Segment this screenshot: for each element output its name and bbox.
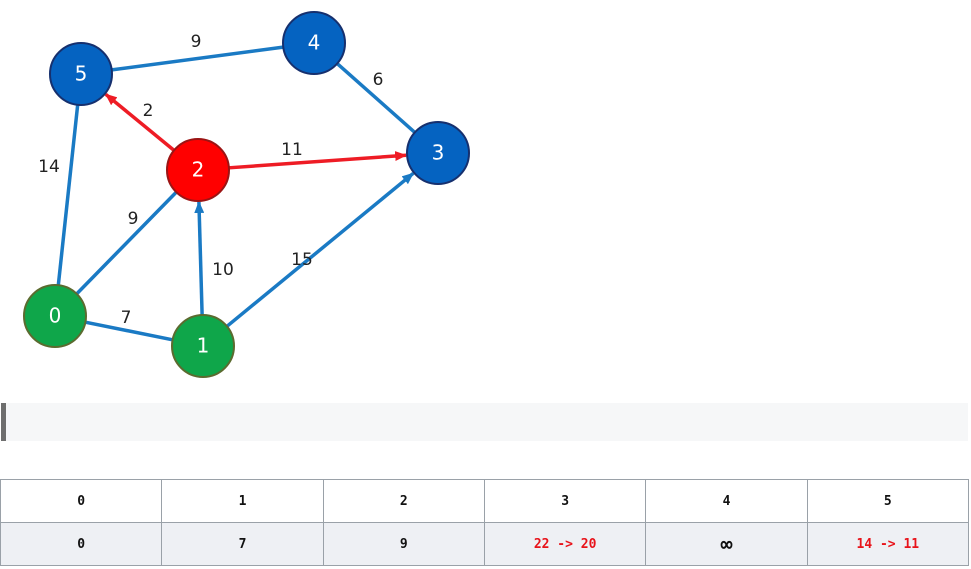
table-header-cell: 3	[483, 479, 647, 523]
table-value-cell: 14 -> 11	[806, 522, 970, 566]
note-bar	[1, 403, 968, 441]
node-circle-2	[166, 138, 230, 202]
edge-2-3	[228, 151, 408, 170]
node-label-1: 1	[197, 334, 210, 358]
table-header-cell: 1	[161, 479, 324, 523]
node-1: 1	[171, 314, 235, 378]
node-4: 4	[282, 11, 346, 75]
table-value-cell: ∞	[645, 522, 808, 566]
node-5: 5	[49, 42, 113, 106]
edge-weight-1-2: 10	[212, 260, 234, 280]
edges-layer	[56, 45, 416, 342]
node-label-5: 5	[75, 62, 88, 86]
node-circle-5	[49, 42, 113, 106]
edge-weights-layer: 7 9 14 10 15 2 11 9 6	[38, 32, 383, 328]
node-3: 3	[406, 121, 470, 185]
edge-1-2	[194, 200, 205, 316]
edge-4-3	[336, 62, 416, 134]
edge-weight-0-2: 9	[128, 209, 139, 229]
table-header-cell: 0	[0, 479, 163, 523]
table-header-cell: 5	[806, 479, 970, 523]
node-label-4: 4	[308, 31, 321, 55]
table-value-cell: 7	[161, 522, 324, 566]
node-circle-0	[23, 284, 87, 348]
node-label-2: 2	[192, 158, 205, 182]
edge-weight-2-5: 2	[143, 101, 154, 121]
table-value-cell: 22 -> 20	[483, 522, 647, 566]
edge-weight-2-3: 11	[281, 140, 303, 160]
edge-2-5	[104, 92, 176, 152]
distance-table: 0 1 2 3 4 5 0 7 9 22 -> 20 ∞ 14 -> 11	[0, 479, 970, 566]
edge-0-1	[85, 320, 173, 342]
node-2: 2	[166, 138, 230, 202]
table-value-row: 0 7 9 22 -> 20 ∞ 14 -> 11	[0, 522, 970, 566]
table-value-cell: 9	[322, 522, 485, 566]
edge-weight-1-3: 15	[291, 250, 313, 270]
table-header-row: 0 1 2 3 4 5	[0, 479, 970, 523]
edge-1-3	[225, 171, 415, 328]
table-header-cell: 4	[645, 479, 808, 523]
table-header-cell: 2	[322, 479, 485, 523]
node-circle-1	[171, 314, 235, 378]
edge-weight-5-4: 9	[191, 32, 202, 52]
nodes-layer: 0 1 2 3 4 5	[23, 11, 470, 378]
edge-0-5	[56, 104, 80, 286]
node-label-0: 0	[49, 304, 62, 328]
edge-5-4	[111, 45, 284, 72]
node-0: 0	[23, 284, 87, 348]
graph-diagram: 7 9 14 10 15 2 11 9 6 0 1 2 3 4 5	[23, 11, 470, 378]
node-circle-4	[282, 11, 346, 75]
edge-weight-0-5: 14	[38, 157, 60, 177]
edge-weight-0-1: 7	[121, 308, 132, 328]
table-value-cell: 0	[0, 522, 163, 566]
node-circle-3	[406, 121, 470, 185]
node-label-3: 3	[432, 141, 445, 165]
edge-0-2	[75, 190, 178, 296]
edge-weight-4-3: 6	[373, 70, 384, 90]
